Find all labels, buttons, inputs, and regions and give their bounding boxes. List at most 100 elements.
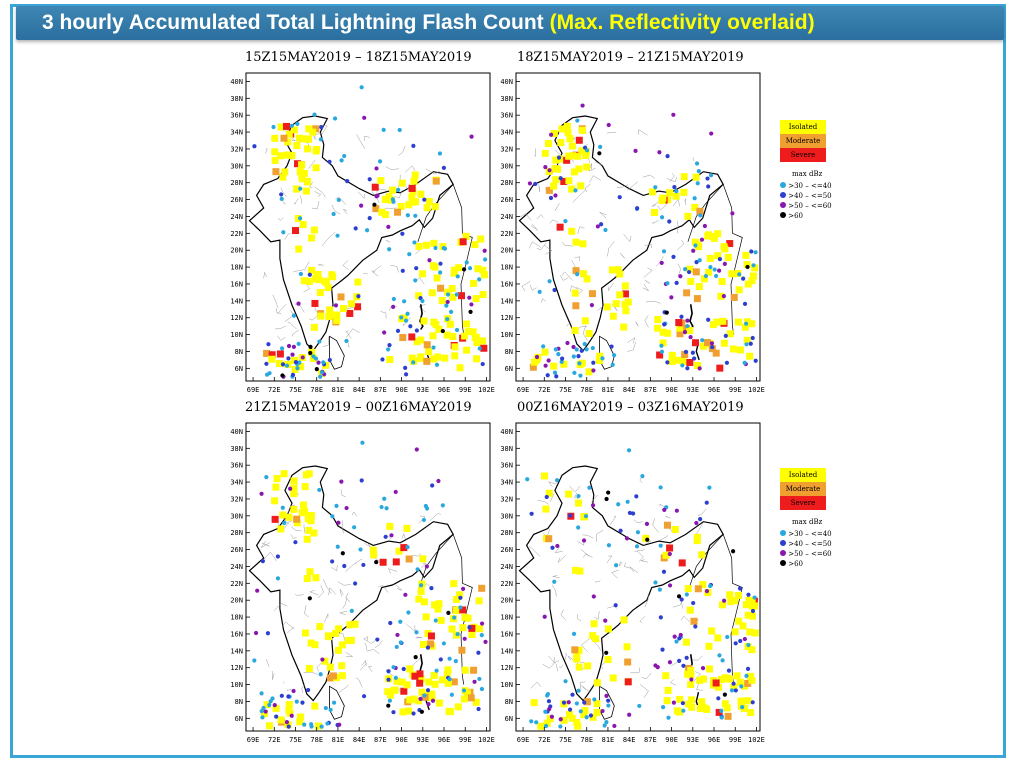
lon-tick-label: 90E	[395, 386, 408, 394]
lat-tick-label: 6N	[505, 715, 513, 723]
lat-tick-label: 26N	[500, 546, 513, 554]
lat-tick-label: 26N	[500, 196, 513, 204]
lat-tick-label: 38N	[500, 95, 513, 103]
lat-tick-label: 10N	[230, 681, 243, 689]
lat-tick-label: 24N	[230, 213, 243, 221]
lat-tick-label: 6N	[235, 715, 243, 723]
lat-tick-label: 36N	[230, 462, 243, 470]
lon-tick-label: 90E	[665, 736, 678, 744]
lon-tick-label: 84E	[623, 386, 636, 394]
legend-dbz-60: >60	[780, 560, 803, 568]
lat-tick-label: 14N	[230, 647, 243, 655]
lon-tick-label: 81E	[602, 736, 615, 744]
lat-tick-label: 10N	[500, 681, 513, 689]
lon-tick-label: 87E	[374, 736, 387, 744]
legend-dbz-30: >30 – <=40	[780, 530, 832, 538]
lat-tick-label: 34N	[500, 479, 513, 487]
lat-tick-label: 40N	[230, 428, 243, 436]
lon-tick-label: 78E	[580, 386, 593, 394]
lat-tick-label: 30N	[500, 512, 513, 520]
lon-tick-label: 78E	[580, 736, 593, 744]
legend-dbz-40: >40 – <=50	[780, 540, 832, 548]
legend-dbz-60: >60	[780, 212, 803, 220]
lat-tick-label: 16N	[500, 280, 513, 288]
lat-tick-label: 38N	[500, 445, 513, 453]
lon-tick-label: 93E	[686, 386, 699, 394]
lat-tick-label: 22N	[230, 580, 243, 588]
lon-tick-label: 102E	[748, 386, 765, 394]
title-main: 3 hourly Accumulated Total Lightning Fla…	[42, 11, 544, 34]
lat-tick-label: 12N	[230, 314, 243, 322]
legend-dbz-title: max dBz	[792, 170, 823, 178]
lat-tick-label: 8N	[235, 698, 243, 706]
map-panel-1: 40N 38N 36N 34N 32N 30N 28N 26N 24N 22N 20N 18N 16N 1…	[230, 72, 495, 394]
lat-tick-label: 12N	[230, 664, 243, 672]
lon-tick-label: 81E	[602, 386, 615, 394]
lon-tick-label: 99E	[459, 736, 472, 744]
lon-tick-label: 87E	[644, 736, 657, 744]
lat-tick-label: 28N	[230, 529, 243, 537]
lat-tick-label: 8N	[505, 698, 513, 706]
lat-tick-label: 10N	[500, 331, 513, 339]
lat-tick-label: 20N	[500, 247, 513, 255]
legend-isolated: Isolated	[780, 120, 826, 134]
lon-tick-label: 75E	[559, 386, 572, 394]
lon-tick-label: 93E	[686, 736, 699, 744]
legend-dbz-50: >50 – <=60	[780, 202, 832, 210]
lat-tick-label: 40N	[500, 428, 513, 436]
lat-tick-label: 14N	[500, 647, 513, 655]
legend-severe: Severe	[780, 496, 826, 510]
panel-3-title: 21Z15MAY2019 – 00Z16MAY2019	[245, 400, 472, 415]
lat-tick-label: 18N	[230, 614, 243, 622]
lon-tick-label: 78E	[310, 736, 323, 744]
lat-tick-label: 36N	[500, 112, 513, 120]
lat-tick-label: 12N	[500, 314, 513, 322]
lon-tick-label: 69E	[517, 386, 530, 394]
lat-tick-label: 8N	[505, 348, 513, 356]
lon-tick-label: 90E	[395, 736, 408, 744]
lat-tick-label: 12N	[500, 664, 513, 672]
legend-dbz-title: max dBz	[792, 518, 823, 526]
lat-tick-label: 32N	[230, 145, 243, 153]
panel-2-title: 18Z15MAY2019 – 21Z15MAY2019	[517, 50, 744, 65]
legend-bottom: Isolated Moderate Severe max dBz >30 – <…	[780, 468, 860, 568]
legend-dbz-40: >40 – <=50	[780, 192, 832, 200]
lat-tick-label: 26N	[230, 196, 243, 204]
lat-tick-label: 32N	[230, 495, 243, 503]
lat-tick-label: 24N	[500, 213, 513, 221]
lat-tick-label: 6N	[505, 365, 513, 373]
lon-tick-label: 93E	[416, 386, 429, 394]
lon-tick-label: 69E	[247, 386, 260, 394]
lon-tick-label: 96E	[438, 736, 451, 744]
panel-4-title: 00Z16MAY2019 – 03Z16MAY2019	[517, 400, 744, 415]
lat-tick-label: 8N	[235, 348, 243, 356]
lon-tick-label: 75E	[559, 736, 572, 744]
lon-tick-label: 84E	[623, 736, 636, 744]
lon-tick-label: 81E	[332, 386, 345, 394]
lat-tick-label: 40N	[230, 78, 243, 86]
panel-1-title: 15Z15MAY2019 – 18Z15MAY2019	[245, 50, 472, 65]
map-panel-2: 40N 38N 36N 34N 32N 30N 28N 26N 24N 22N 20N 18N 16N 1…	[500, 72, 765, 394]
lon-tick-label: 84E	[353, 736, 366, 744]
lat-tick-label: 24N	[500, 563, 513, 571]
lon-tick-label: 75E	[289, 736, 302, 744]
lat-tick-label: 10N	[230, 331, 243, 339]
lon-tick-label: 102E	[748, 736, 765, 744]
lat-tick-label: 22N	[230, 230, 243, 238]
lat-tick-label: 22N	[500, 580, 513, 588]
lon-tick-label: 87E	[374, 386, 387, 394]
lat-tick-label: 34N	[500, 129, 513, 137]
lon-tick-label: 96E	[708, 736, 721, 744]
lat-tick-label: 36N	[230, 112, 243, 120]
lon-tick-label: 72E	[268, 736, 281, 744]
lon-tick-label: 90E	[665, 386, 678, 394]
lat-tick-label: 16N	[230, 630, 243, 638]
lon-tick-label: 72E	[538, 386, 551, 394]
lon-tick-label: 87E	[644, 386, 657, 394]
lat-tick-label: 28N	[230, 179, 243, 187]
lat-tick-label: 28N	[500, 179, 513, 187]
lon-tick-label: 72E	[268, 386, 281, 394]
lon-tick-label: 99E	[729, 386, 742, 394]
lat-tick-label: 20N	[230, 597, 243, 605]
lat-tick-label: 18N	[230, 264, 243, 272]
